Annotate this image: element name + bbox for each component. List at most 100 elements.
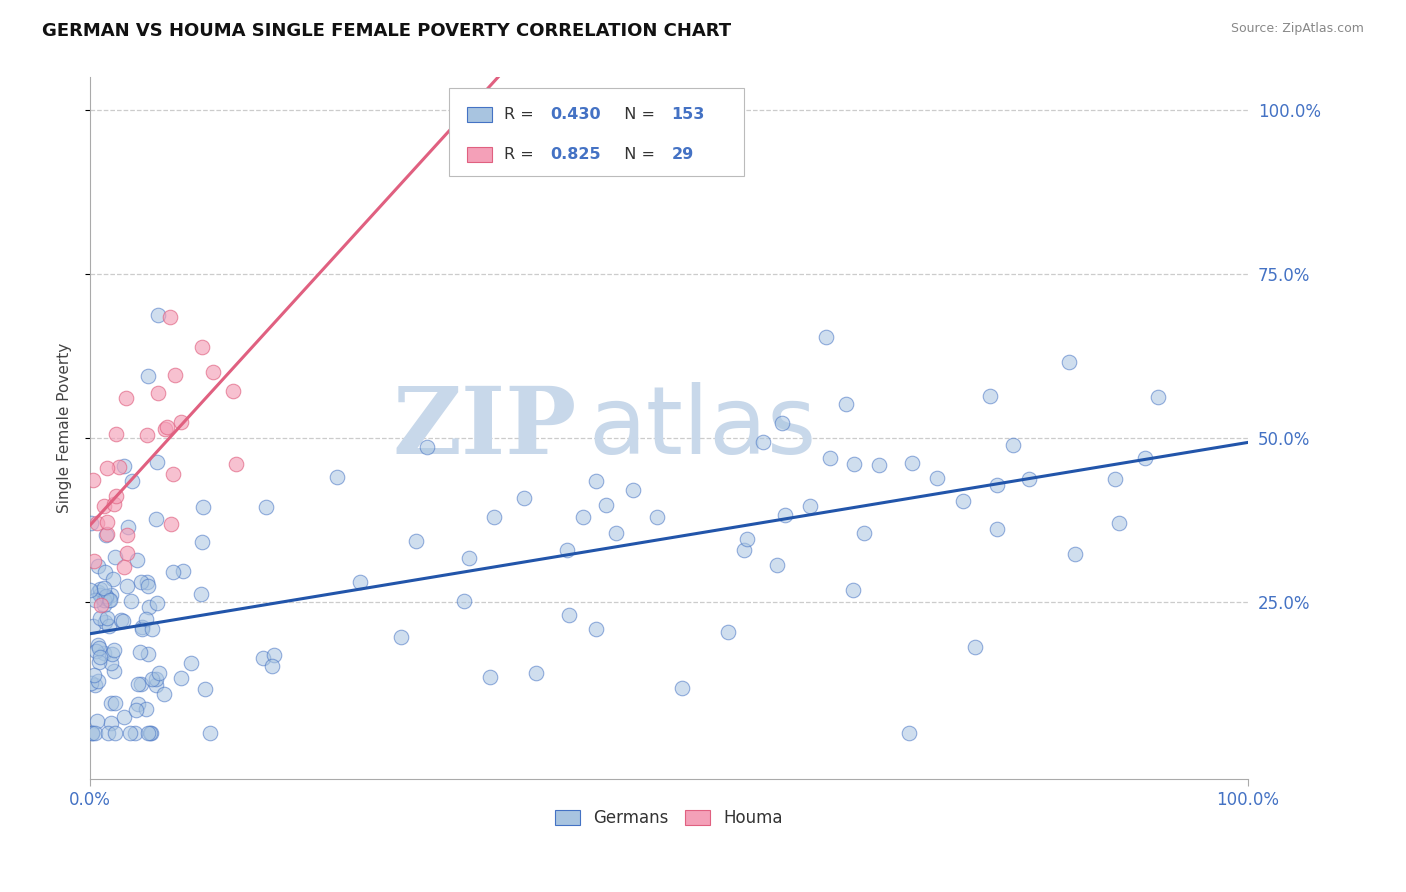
Point xyxy=(458,551,481,566)
Point xyxy=(524,666,547,681)
Y-axis label: Single Female Poverty: Single Female Poverty xyxy=(58,343,72,513)
Point xyxy=(135,612,157,626)
Point xyxy=(1147,390,1170,404)
Point xyxy=(93,500,115,514)
Point xyxy=(145,672,167,686)
Point xyxy=(86,714,108,728)
Point xyxy=(555,543,578,558)
Point xyxy=(191,339,214,353)
Point xyxy=(325,469,347,483)
Point xyxy=(645,509,668,524)
Point xyxy=(148,665,170,680)
Point xyxy=(104,696,127,710)
Point xyxy=(135,428,157,442)
Point xyxy=(112,459,135,474)
Point xyxy=(93,646,115,660)
Point xyxy=(127,677,149,691)
Point xyxy=(96,526,118,541)
Text: Source: ZipAtlas.com: Source: ZipAtlas.com xyxy=(1230,22,1364,36)
Point xyxy=(96,460,118,475)
Point xyxy=(852,526,875,541)
Point xyxy=(799,499,821,513)
Point xyxy=(84,726,107,740)
Point xyxy=(191,500,214,515)
Point xyxy=(405,534,427,549)
Point xyxy=(986,477,1008,491)
Point xyxy=(765,558,787,573)
Text: 0.430: 0.430 xyxy=(550,107,600,122)
Point xyxy=(145,512,167,526)
Point xyxy=(139,725,162,739)
Point xyxy=(153,422,176,436)
Point xyxy=(479,669,502,683)
Point xyxy=(170,671,193,685)
FancyBboxPatch shape xyxy=(449,88,744,176)
Point xyxy=(1104,472,1126,486)
Point xyxy=(127,697,149,711)
Point xyxy=(145,678,167,692)
Point xyxy=(86,559,108,574)
Point xyxy=(82,726,104,740)
Point xyxy=(94,589,117,603)
Point xyxy=(89,649,111,664)
Point xyxy=(201,365,224,379)
Point xyxy=(111,614,134,628)
Point xyxy=(115,391,138,405)
Point xyxy=(1064,547,1087,561)
Point xyxy=(901,456,924,470)
Point xyxy=(83,678,105,692)
Point xyxy=(190,587,212,601)
Point xyxy=(225,457,247,471)
Point xyxy=(120,594,142,608)
Point xyxy=(98,593,121,607)
Point xyxy=(118,726,141,740)
Point xyxy=(103,643,125,657)
Point xyxy=(89,640,111,655)
Point xyxy=(162,467,184,481)
Point xyxy=(105,489,128,503)
Point xyxy=(194,681,217,696)
Bar xyxy=(467,147,492,162)
Point xyxy=(117,528,139,542)
Point xyxy=(104,549,127,564)
Text: N =: N = xyxy=(613,147,659,162)
Point xyxy=(100,696,122,710)
Point xyxy=(262,658,284,673)
Point xyxy=(558,608,581,623)
Point xyxy=(139,726,162,740)
Point xyxy=(89,611,111,625)
Point xyxy=(91,591,114,605)
Point xyxy=(986,522,1008,536)
Point xyxy=(89,655,111,669)
Point xyxy=(717,625,740,640)
Point xyxy=(80,675,103,690)
Point xyxy=(585,474,607,488)
Point xyxy=(1108,516,1130,530)
Point xyxy=(79,516,101,531)
Point xyxy=(82,473,104,487)
Point xyxy=(163,368,186,382)
Point xyxy=(129,645,152,659)
Point xyxy=(87,673,110,688)
Point xyxy=(842,457,865,471)
Point xyxy=(121,474,143,488)
Point xyxy=(127,553,149,567)
Point xyxy=(103,497,125,511)
Point xyxy=(115,579,138,593)
Point xyxy=(79,582,101,597)
Point xyxy=(97,619,120,633)
Point xyxy=(925,471,948,485)
Point xyxy=(751,435,773,450)
Text: atlas: atlas xyxy=(588,382,817,475)
Point xyxy=(145,455,167,469)
Point xyxy=(129,677,152,691)
Point xyxy=(869,458,891,472)
Point xyxy=(97,726,120,740)
Point xyxy=(252,650,274,665)
Point xyxy=(93,598,115,612)
Point xyxy=(159,310,181,324)
Point xyxy=(94,528,117,542)
Point xyxy=(513,491,536,505)
Point xyxy=(112,560,135,574)
Text: R =: R = xyxy=(503,147,538,162)
